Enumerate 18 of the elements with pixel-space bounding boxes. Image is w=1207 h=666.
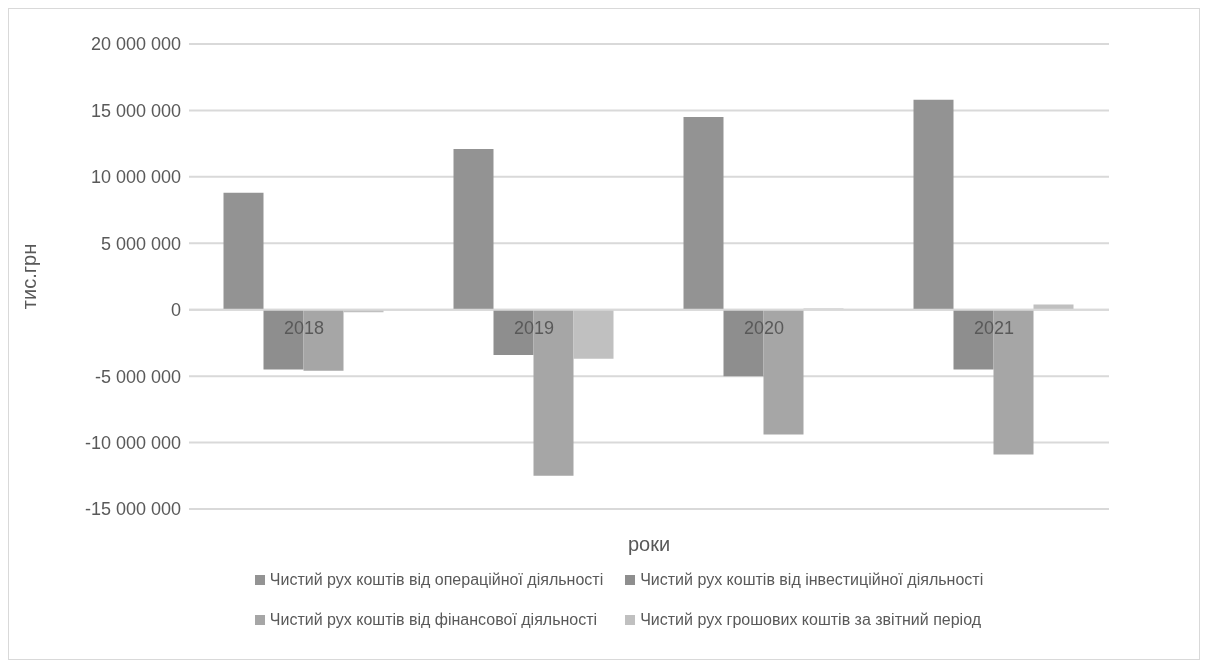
y-tick-label: -5 000 000 <box>94 366 181 387</box>
y-axis-title: тис.грн <box>18 243 41 310</box>
legend-label: Чистий рух коштів від фінансової діяльності <box>269 611 598 629</box>
y-tick-label: 10 000 000 <box>90 167 181 188</box>
y-tick-label: 20 000 000 <box>90 34 181 55</box>
y-tick-label: 15 000 000 <box>90 100 181 121</box>
x-tick-label: 2021 <box>973 317 1015 338</box>
x-tick-label: 2019 <box>513 317 555 338</box>
x-tick-label: 2018 <box>283 317 325 338</box>
y-tick-label: 5 000 000 <box>100 233 181 254</box>
y-tick-label: 0 <box>170 300 181 321</box>
y-tick-label: -15 000 000 <box>84 499 181 520</box>
x-axis-title: роки <box>627 533 671 555</box>
legend-label: Чистий рух коштів від операційної діяльності <box>269 571 604 589</box>
y-tick-label: -10 000 000 <box>84 432 181 453</box>
legend-label: Чистий рух коштів від інвестиційної діяльності <box>640 571 984 589</box>
legend-label: Чистий рух грошових коштів за звітний період <box>640 611 982 629</box>
x-tick-label: 2020 <box>743 317 785 338</box>
